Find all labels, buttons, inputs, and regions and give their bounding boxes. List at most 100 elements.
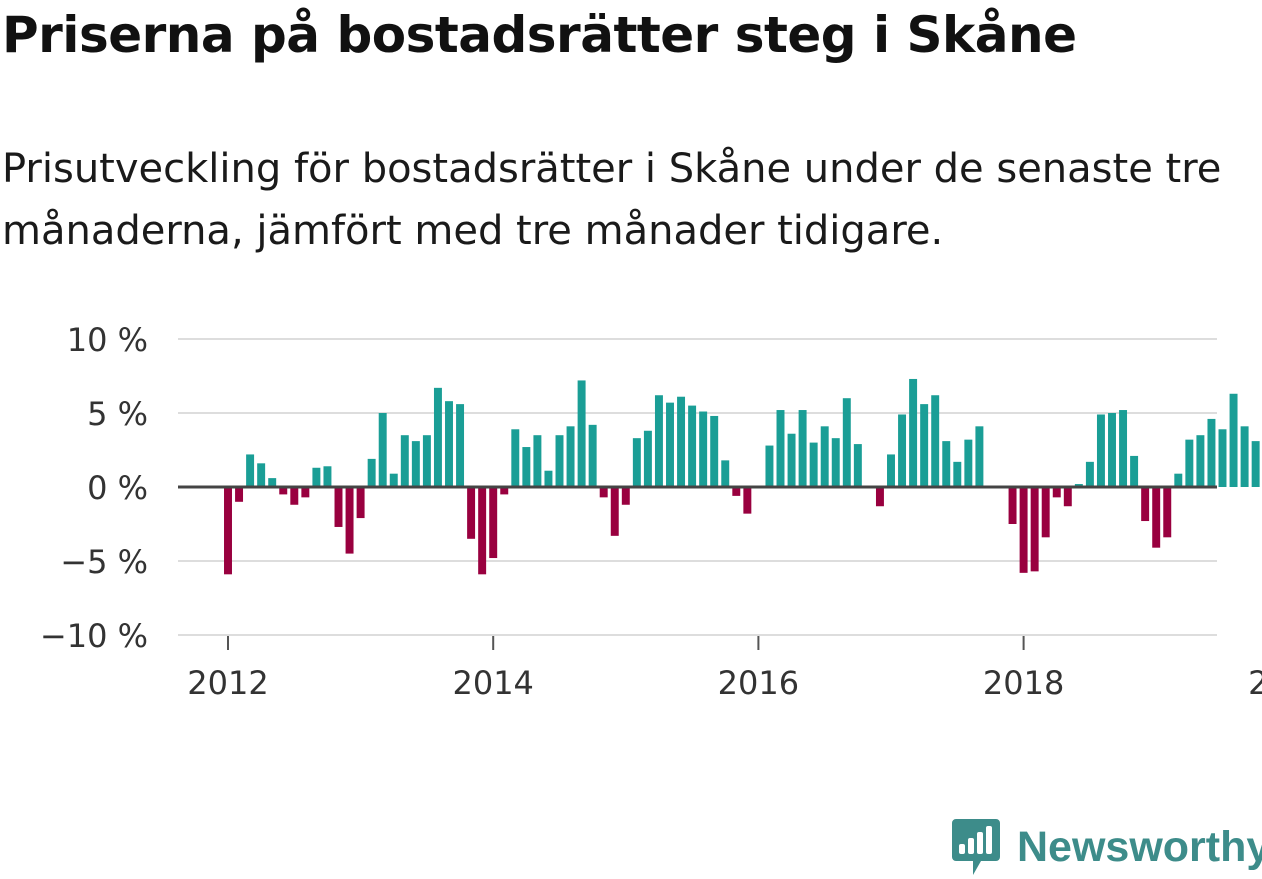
bar — [1251, 441, 1260, 487]
bar — [411, 441, 420, 487]
chart-title: Priserna på bostadsrätter steg i Skåne — [2, 6, 1077, 64]
bar — [1063, 487, 1072, 507]
bar — [898, 414, 907, 487]
bar — [555, 435, 564, 487]
bar — [1163, 487, 1172, 538]
bar — [853, 444, 862, 487]
bar — [1240, 426, 1249, 487]
x-tick-label: 2020 — [1248, 664, 1262, 702]
bar — [522, 447, 531, 487]
bar — [478, 487, 487, 575]
bar — [787, 433, 796, 487]
bar — [599, 487, 608, 498]
bar — [710, 415, 719, 487]
bar — [334, 487, 343, 527]
bar — [1218, 429, 1227, 487]
x-tick-label: 2014 — [452, 664, 533, 702]
bar — [257, 463, 266, 487]
bar — [1108, 413, 1116, 487]
bar — [1119, 410, 1128, 487]
bar — [975, 426, 984, 487]
bar — [1185, 439, 1194, 487]
bar — [887, 454, 895, 487]
y-tick-label: 10 % — [67, 321, 148, 359]
bar — [1152, 487, 1161, 548]
bar — [422, 435, 431, 487]
bar — [456, 404, 465, 487]
bar — [809, 442, 818, 487]
bar — [743, 487, 752, 514]
bar — [931, 395, 940, 487]
bar — [378, 413, 387, 487]
y-tick-label: 0 % — [87, 469, 148, 507]
bar — [1052, 487, 1061, 498]
bar — [246, 454, 255, 487]
bar — [677, 396, 686, 487]
bar — [1207, 418, 1216, 487]
bar — [909, 378, 918, 487]
bar — [875, 487, 884, 507]
bar — [445, 401, 453, 487]
bar-chart: 10 %5 %0 %−5 %−10 %201220142016201820202… — [40, 321, 1262, 702]
bar — [699, 411, 708, 487]
bar — [666, 402, 674, 487]
bar — [1019, 487, 1028, 573]
x-tick-label: 2016 — [718, 664, 799, 702]
bar — [500, 487, 509, 495]
bar — [621, 487, 630, 505]
bar — [765, 445, 774, 487]
chart-subtitle: Prisutveckling för bostadsrätter i Skåne… — [2, 146, 1222, 254]
bar — [1041, 487, 1050, 538]
bar — [224, 487, 232, 575]
bar — [1096, 414, 1105, 487]
bar — [1085, 461, 1094, 487]
bar — [577, 380, 586, 487]
brand-name: Newsworthy — [1017, 822, 1262, 871]
bar — [235, 487, 244, 502]
bar — [1229, 393, 1238, 487]
bar — [400, 435, 409, 487]
bar — [389, 473, 398, 487]
bar — [312, 467, 321, 487]
y-tick-label: −5 % — [60, 543, 148, 581]
newsworthy-logo-icon — [952, 819, 1000, 875]
x-tick-label: 2018 — [983, 664, 1064, 702]
x-tick-label: 2012 — [187, 664, 268, 702]
bar — [643, 430, 652, 487]
bar — [953, 461, 962, 487]
bar — [467, 487, 476, 539]
bar — [367, 458, 376, 487]
bar — [433, 387, 442, 487]
bar — [588, 424, 597, 487]
bar — [798, 410, 807, 487]
bar — [345, 487, 354, 554]
bar — [721, 460, 730, 487]
bar — [654, 395, 663, 487]
axes: 10 %5 %0 %−5 %−10 %201220142016201820202… — [40, 321, 1262, 702]
bar — [566, 426, 575, 487]
bar-series — [224, 378, 1260, 575]
bar — [920, 404, 929, 487]
bar — [1174, 473, 1183, 487]
y-tick-label: 5 % — [87, 395, 148, 433]
bar — [533, 435, 542, 487]
bar — [511, 429, 520, 487]
bar — [964, 439, 973, 487]
bar — [279, 487, 288, 495]
bar — [544, 470, 553, 487]
bar — [356, 487, 365, 519]
bar — [820, 426, 829, 487]
bar — [290, 487, 299, 505]
bar — [1008, 487, 1017, 524]
bar — [942, 441, 951, 487]
grid-lines — [178, 338, 1217, 636]
bar — [1141, 487, 1150, 522]
bar — [632, 438, 641, 487]
bar — [323, 466, 332, 487]
bar — [1030, 487, 1039, 572]
bar — [732, 487, 741, 496]
bar — [610, 487, 619, 536]
newsworthy-logo: Newsworthy — [951, 817, 1262, 877]
bar — [842, 398, 851, 487]
bar — [268, 478, 277, 487]
